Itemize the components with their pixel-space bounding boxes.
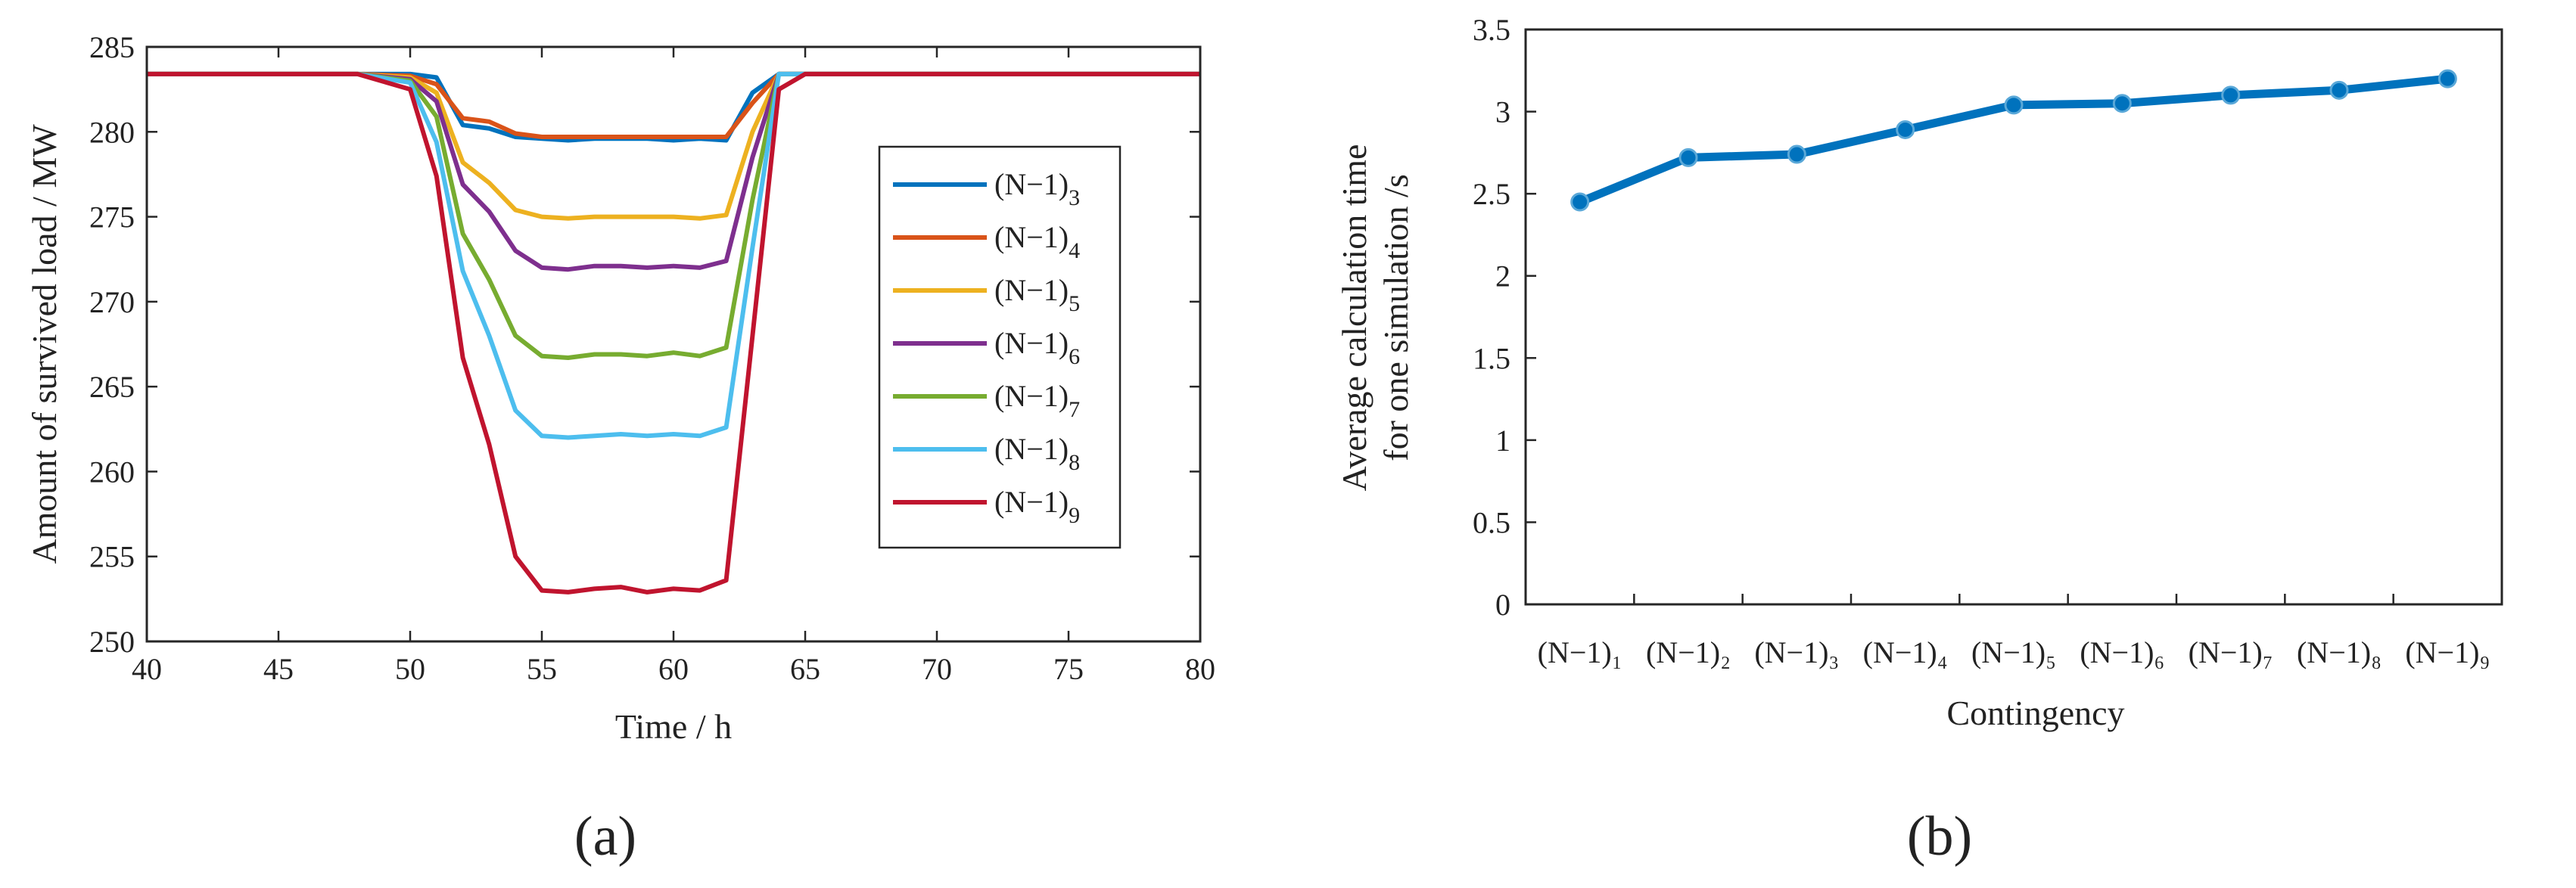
chart-b-xtick-label: (N−1)₂ (1646, 635, 1731, 669)
panel-a-label: (a) (574, 806, 636, 868)
chart-b-xtick-label: (N−1)₈ (2297, 635, 2382, 669)
chart-b-ytick-label: 0 (1495, 588, 1510, 622)
chart-a-legend: (N−1)3(N−1)4(N−1)5(N−1)6(N−1)7(N−1)8(N−1… (878, 145, 1122, 549)
chart-a-ticks: 40 45 50 55 60 65 70 75 80 250 255 260 265 270 275 280 2… (89, 30, 1215, 686)
chart-a-xtick-label: 65 (790, 652, 820, 686)
chart-a-series-line-8 (147, 71, 1200, 440)
chart-a-ytick-label: 250 (89, 625, 135, 659)
chart-a-series-line-4 (147, 71, 1200, 139)
chart-a-ytick-label: 270 (89, 285, 135, 319)
chart-a-ytick-label: 275 (89, 200, 135, 234)
chart-a-ytick-label: 280 (89, 115, 135, 149)
chart-b-xtick-label: (N−1)₁ (1538, 635, 1622, 669)
chart-b-xtick-label: (N−1)₃ (1754, 635, 1839, 669)
chart-b-point (1570, 192, 1590, 212)
chart-a-xtick-label: 80 (1185, 652, 1215, 686)
chart-a-xtick-label: 50 (395, 652, 425, 686)
chart-calculation-time: 0 0.5 1 1.5 2 2.5 3 3.5 (N−1)₁ (N−1)₂ (N−1)₃ (N−1)₄… (1335, 13, 2503, 868)
chart-a-xtick-label: 40 (132, 652, 162, 686)
chart-b-ytick-label: 3 (1495, 95, 1510, 129)
chart-b-axes-box (1524, 28, 2503, 606)
chart-survived-load: 40 45 50 55 60 65 70 75 80 250 255 260 265 270 275 280 2… (25, 30, 1215, 868)
chart-a-xtick-label: 45 (263, 652, 294, 686)
chart-a-xtick-label: 70 (922, 652, 952, 686)
chart-a-legend-box (878, 145, 1122, 549)
chart-a-ylabel: Amount of survived load / MW (25, 124, 64, 564)
chart-a-ytick-label: 265 (89, 370, 135, 404)
chart-a-ytick-label: 260 (89, 455, 135, 489)
panel-b-label: (b) (1907, 806, 1972, 868)
chart-b-xtick-label: (N−1)₅ (1971, 635, 2056, 669)
chart-a-xtick-label: 55 (527, 652, 557, 686)
chart-b-ylabel-line1: Average calculation time (1335, 144, 1374, 492)
chart-a-series-line-3 (147, 71, 1200, 143)
chart-a-ytick-label: 255 (89, 540, 135, 574)
chart-b-xtick-label: (N−1)₉ (2405, 635, 2490, 669)
chart-b-point (2438, 69, 2457, 88)
chart-b-point (2329, 80, 2349, 100)
chart-b-xtick-label: (N−1)₆ (2080, 635, 2164, 669)
chart-b-xtick-label: (N−1)₄ (1863, 635, 1948, 669)
chart-b-series-group (1570, 69, 2457, 212)
chart-a-series-group (147, 71, 1200, 595)
chart-b-point (2004, 95, 2024, 115)
chart-b-ytick-label: 3.5 (1473, 13, 1510, 47)
chart-b-xlabel: Contingency (1946, 694, 2124, 732)
chart-b-ylabel-line2: for one simulation /s (1377, 174, 1415, 461)
chart-a-xlabel: Time / h (615, 707, 732, 746)
chart-b-ytick-label: 2.5 (1473, 177, 1510, 211)
chart-a-series-line-9 (147, 71, 1200, 595)
chart-a-ytick-label: 285 (89, 30, 135, 64)
chart-b-ytick-label: 1.5 (1473, 341, 1510, 375)
chart-b-point (1896, 120, 1915, 139)
chart-b-point (2112, 94, 2132, 113)
chart-b-ticks: 0 0.5 1 1.5 2 2.5 3 3.5 (N−1)₁ (N−1)₂ (N−1)₃ (N−1)₄… (1473, 13, 2490, 669)
chart-a-xtick-label: 75 (1053, 652, 1084, 686)
chart-a-xtick-label: 60 (658, 652, 689, 686)
chart-b-ytick-label: 0.5 (1473, 505, 1510, 539)
chart-b-point (1787, 144, 1806, 164)
chart-b-ytick-label: 2 (1495, 259, 1510, 293)
chart-b-ytick-label: 1 (1495, 424, 1510, 458)
chart-b-xtick-label: (N−1)₇ (2189, 635, 2273, 669)
chart-b-point (2221, 85, 2241, 105)
chart-b-point (1678, 147, 1698, 167)
